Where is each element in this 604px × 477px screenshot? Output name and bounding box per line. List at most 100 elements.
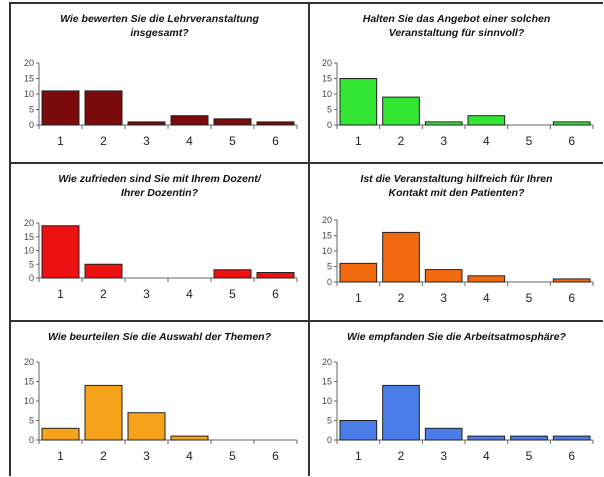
x-tick-label: 1 (355, 134, 362, 148)
chart-title: Wie empfanden Sie die Arbeitsatmosphäre? (347, 331, 566, 343)
panel-5: Wie beurteilen Sie die Auswahl der Theme… (11, 322, 308, 476)
y-tick-label: 20 (24, 357, 34, 367)
x-tick-label: 1 (355, 291, 362, 305)
bar (127, 412, 166, 441)
y-tick-label: 0 (29, 273, 34, 283)
grid-line (9, 162, 603, 164)
panel-1: Wie bewerten Sie die Lehrveranstaltung i… (11, 4, 308, 162)
bar (510, 435, 548, 441)
bar (382, 96, 420, 126)
y-tick-label: 5 (327, 262, 332, 272)
y-tick-label: 20 (24, 58, 34, 68)
x-tick-label: 2 (100, 287, 107, 301)
bar (382, 384, 420, 441)
x-tick-label: 6 (568, 291, 575, 305)
x-tick-label: 2 (100, 134, 107, 148)
bar (424, 121, 463, 126)
grid-line (9, 320, 603, 322)
bar (84, 90, 123, 126)
x-tick-label: 4 (186, 449, 193, 463)
x-tick-label: 2 (100, 449, 107, 463)
x-tick-label: 4 (186, 134, 193, 148)
x-tick-label: 6 (272, 449, 279, 463)
x-tick-label: 1 (57, 134, 64, 148)
bar (41, 90, 80, 126)
bar (339, 420, 378, 441)
y-tick-label: 10 (322, 396, 332, 406)
bar (382, 231, 420, 283)
x-tick-label: 5 (526, 291, 533, 305)
panel-6: Wie empfanden Sie die Arbeitsatmosphäre?… (310, 322, 603, 476)
chart-grid (9, 2, 604, 476)
y-tick-label: 0 (327, 277, 332, 287)
chart-title: Wie beurteilen Sie die Auswahl der Theme… (48, 331, 271, 343)
y-tick-label: 10 (24, 246, 34, 256)
panel-2: Halten Sie das Angebot einer solchen Ver… (310, 4, 603, 162)
y-tick-label: 0 (327, 435, 332, 445)
bar (552, 435, 591, 441)
y-tick-label: 15 (24, 377, 34, 387)
y-tick-label: 5 (29, 105, 34, 115)
x-tick-label: 6 (568, 134, 575, 148)
x-tick-label: 4 (483, 134, 490, 148)
x-tick-label: 3 (143, 449, 150, 463)
x-tick-label: 5 (526, 449, 533, 463)
y-tick-label: 15 (322, 377, 332, 387)
y-tick-label: 15 (322, 74, 332, 84)
y-tick-label: 20 (322, 58, 332, 68)
bar (339, 78, 378, 126)
y-tick-label: 10 (322, 246, 332, 256)
x-tick-label: 5 (526, 134, 533, 148)
x-tick-label: 4 (186, 287, 193, 301)
x-tick-label: 1 (57, 287, 64, 301)
bar-chart: 0 5 10 15 20 1 2 3 4 5 6 (24, 218, 298, 301)
bar (127, 121, 166, 126)
x-tick-label: 6 (272, 287, 279, 301)
x-tick-label: 4 (483, 449, 490, 463)
bar (41, 427, 80, 441)
bar (213, 118, 252, 126)
y-tick-label: 10 (24, 89, 34, 99)
x-tick-label: 2 (398, 291, 405, 305)
y-tick-label: 20 (322, 357, 332, 367)
x-tick-label: 4 (483, 291, 490, 305)
x-tick-label: 1 (57, 449, 64, 463)
grid-divider (308, 2, 310, 476)
y-tick-label: 5 (29, 416, 34, 426)
y-tick-label: 5 (327, 416, 332, 426)
bar (170, 115, 209, 126)
bar (467, 115, 506, 126)
x-tick-label: 6 (272, 134, 279, 148)
x-tick-label: 5 (229, 287, 236, 301)
y-tick-label: 0 (29, 120, 34, 130)
y-tick-label: 20 (24, 218, 34, 228)
chart-title: Wie bewerten Sie die Lehrveranstaltung i… (60, 13, 259, 39)
bar (256, 121, 295, 126)
chart-title: Halten Sie das Angebot einer solchen Ver… (362, 13, 551, 39)
x-tick-label: 1 (355, 449, 362, 463)
grid-line (9, 2, 603, 4)
panel-4: Ist die Veranstaltung hilfreich für Ihre… (310, 164, 603, 320)
panel-3: Wie zufrieden sind Sie mit Ihrem Dozent/… (11, 164, 308, 320)
bar (552, 121, 591, 126)
bar-chart: 0 5 10 15 20 1 2 3 4 5 6 (322, 357, 594, 463)
bar (213, 269, 252, 279)
bar-chart: 0 5 10 15 20 1 2 3 4 5 6 (24, 58, 298, 148)
y-tick-label: 15 (24, 74, 34, 84)
x-tick-label: 3 (440, 291, 447, 305)
bar (170, 435, 209, 441)
y-tick-label: 10 (24, 396, 34, 406)
bar (467, 435, 506, 441)
y-tick-label: 15 (24, 232, 34, 242)
x-tick-label: 2 (398, 449, 405, 463)
bar (84, 384, 123, 441)
x-tick-label: 6 (568, 449, 575, 463)
x-tick-label: 5 (229, 449, 236, 463)
bar (552, 278, 591, 283)
bar (424, 269, 463, 283)
bar (339, 262, 378, 283)
y-tick-label: 0 (327, 120, 332, 130)
bar (467, 275, 506, 283)
y-tick-label: 0 (29, 435, 34, 445)
y-tick-label: 5 (327, 105, 332, 115)
